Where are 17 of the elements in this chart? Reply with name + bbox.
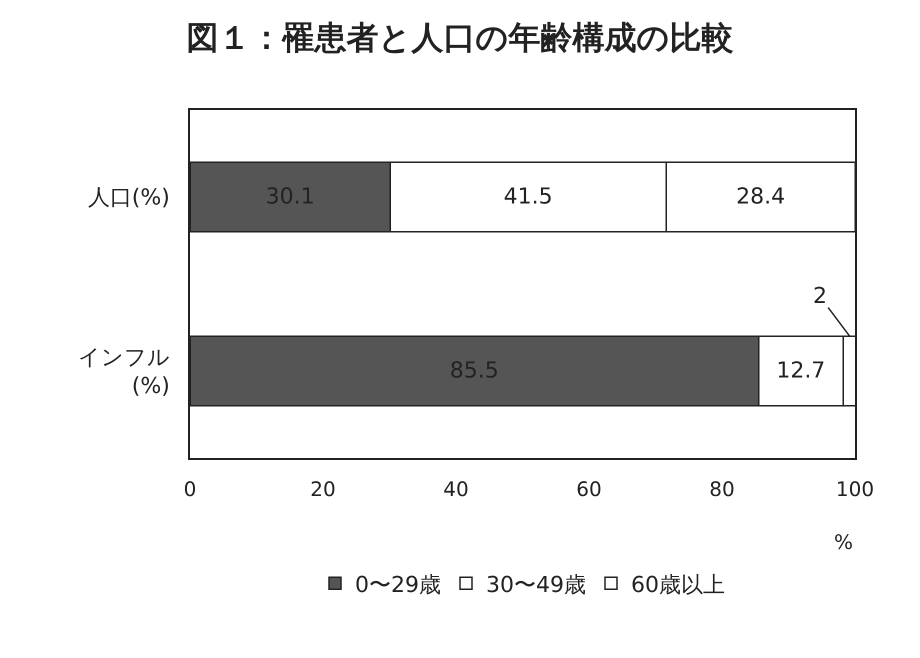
x-tick-label: 80 xyxy=(709,476,735,501)
x-tick-label: 100 xyxy=(836,476,874,501)
y-tick-label: インフル (%) xyxy=(78,345,170,399)
chart-title: 図１：罹患者と人口の年齢構成の比較 xyxy=(186,18,734,57)
x-axis-title: % xyxy=(834,530,854,554)
x-tick-label: 40 xyxy=(443,476,469,501)
data-label: 2 xyxy=(813,284,827,309)
legend-label: 0〜29歳 xyxy=(355,572,441,598)
data-label: 12.7 xyxy=(776,358,826,384)
legend-label: 60歳以上 xyxy=(631,572,725,598)
x-tick-label: 20 xyxy=(310,476,336,501)
x-tick-label: 60 xyxy=(576,476,602,501)
y-tick-label: 人口(%) xyxy=(88,186,170,211)
data-label: 28.4 xyxy=(736,184,786,210)
x-tick-label: 0 xyxy=(184,476,196,501)
legend-label: 30〜49歳 xyxy=(486,572,586,598)
data-label: 41.5 xyxy=(504,184,553,210)
